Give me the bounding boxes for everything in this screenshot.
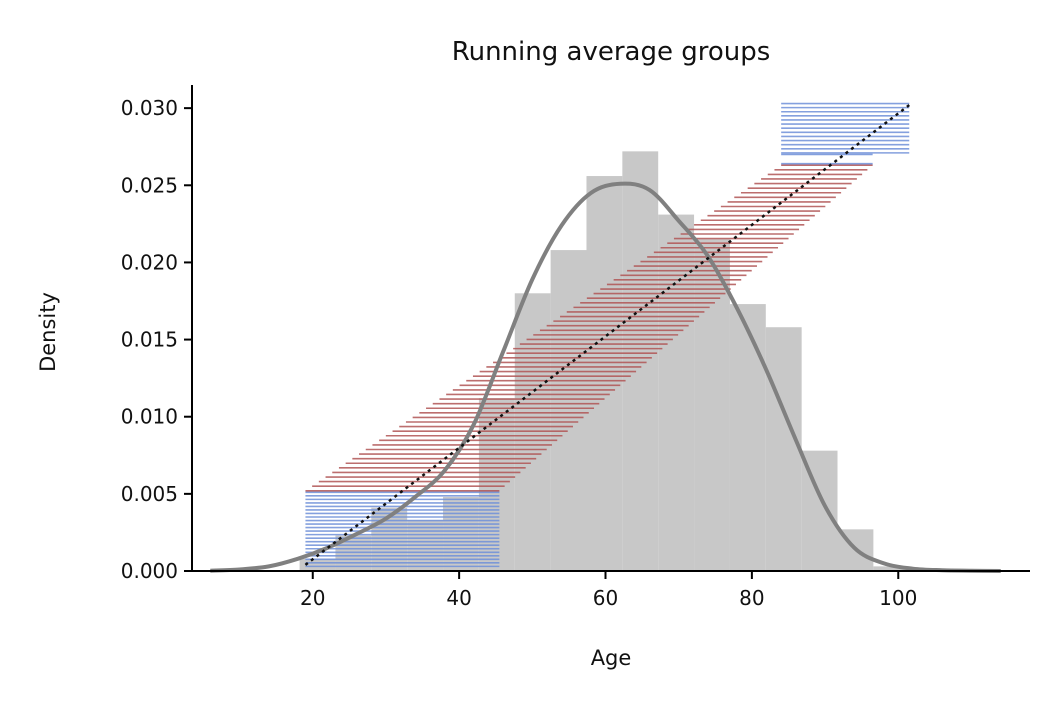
y-tick-label: 0.020	[121, 250, 178, 274]
running-average-groups	[305, 102, 910, 568]
chart-title: Running average groups	[452, 37, 771, 67]
axes: 20 40 60 80 100 0.000 0.005 0.010 0.015 0.020 0.02…	[121, 85, 1030, 610]
x-tick-label: 40	[446, 586, 471, 610]
kde-curve	[210, 181, 1001, 573]
x-axis-title: Age	[591, 646, 632, 670]
y-tick-label: 0.030	[121, 96, 178, 120]
histogram-bar	[873, 566, 910, 571]
kde-line	[210, 181, 1001, 573]
x-tick-label: 60	[593, 586, 618, 610]
histogram-bar	[729, 304, 766, 571]
y-tick-label: 0.000	[121, 559, 178, 583]
histogram-bar	[622, 151, 659, 572]
y-tick-label: 0.010	[121, 405, 178, 429]
histogram-bars	[299, 151, 910, 572]
y-tick-label: 0.025	[121, 173, 178, 197]
histogram-bar	[658, 214, 695, 571]
histogram-bar	[694, 239, 730, 572]
y-tick-label: 0.005	[121, 482, 178, 506]
histogram-bar	[765, 327, 802, 571]
y-axis-title: Density	[36, 292, 60, 372]
histogram-bar	[586, 176, 623, 571]
running-average-dashes	[304, 104, 910, 566]
x-tick-label: 80	[739, 586, 764, 610]
histogram-bar	[299, 558, 336, 571]
running-average-line	[304, 104, 910, 566]
x-tick-label: 100	[879, 586, 917, 610]
x-tick-label: 20	[300, 586, 325, 610]
histogram-bar	[550, 250, 587, 572]
y-tick-label: 0.015	[121, 328, 178, 352]
